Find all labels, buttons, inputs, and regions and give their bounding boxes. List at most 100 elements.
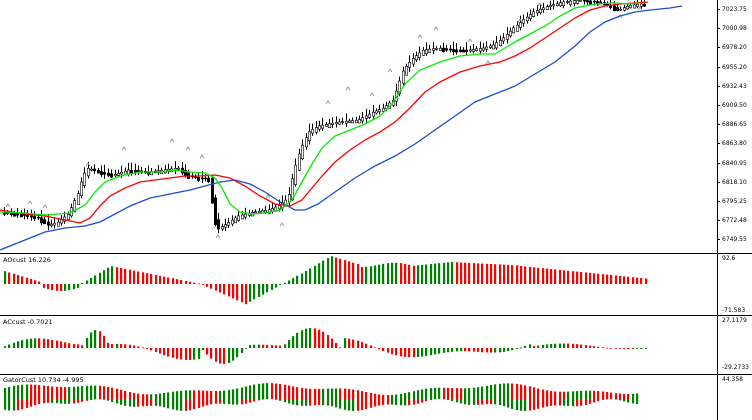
ao-bar xyxy=(305,271,308,284)
ac-bar xyxy=(124,344,127,348)
gator-upper-bar xyxy=(395,394,398,399)
gator-upper-bar xyxy=(77,386,80,399)
price-axis-label: 6772.48 xyxy=(722,217,747,225)
gator-upper-bar xyxy=(503,383,506,399)
ao-bar xyxy=(374,265,377,284)
ac-bar xyxy=(507,348,510,352)
ac-bar xyxy=(610,348,613,349)
candle-body xyxy=(515,24,519,32)
ac-bar xyxy=(275,345,278,348)
ac-bar xyxy=(623,348,626,349)
candle-body xyxy=(471,49,475,52)
candle-body xyxy=(461,49,465,53)
ao-bar xyxy=(365,266,368,284)
ac-bar xyxy=(146,348,149,349)
gator-lower-bar xyxy=(305,399,308,406)
ao-bar xyxy=(17,275,20,284)
gator-lower-bar xyxy=(344,399,347,410)
ao-bar xyxy=(232,284,235,299)
ao-bar xyxy=(137,271,140,284)
ac-bar xyxy=(365,343,368,348)
ac-bar xyxy=(271,345,274,348)
fractal-marker xyxy=(279,222,285,227)
gator-lower-bar xyxy=(499,399,502,406)
ac-bar xyxy=(30,338,33,348)
candle-body xyxy=(307,131,311,142)
ao-bar xyxy=(546,268,549,284)
ac-bar xyxy=(400,348,403,357)
candle-body xyxy=(13,212,17,217)
ac-bar xyxy=(494,348,497,353)
candle-body xyxy=(357,119,361,124)
gator-upper-bar xyxy=(344,388,347,399)
fractal-marker xyxy=(42,204,48,209)
gator-lower-bar xyxy=(335,399,338,408)
fractal-marker xyxy=(517,18,523,23)
ac-bar xyxy=(60,341,63,348)
candle-body xyxy=(354,119,358,124)
ac-bar xyxy=(301,330,304,348)
ac-bar xyxy=(206,348,209,355)
ac-indicator-pane[interactable]: ACcust -0.7021 27.1179 -29.2733 xyxy=(0,316,752,374)
candle-body xyxy=(548,5,552,8)
gator-upper-bar xyxy=(232,389,235,399)
ao-bar xyxy=(90,278,93,284)
gator-lower-bar xyxy=(77,399,80,403)
gator-lower-bar xyxy=(185,399,188,411)
fractal-marker xyxy=(387,68,393,73)
candle-body xyxy=(360,117,364,122)
ao-bar xyxy=(542,268,545,284)
candle-body xyxy=(401,70,405,84)
candle-body xyxy=(310,129,314,134)
fractal-marker xyxy=(121,146,127,151)
gator-upper-bar xyxy=(103,386,106,399)
gator-upper-bar xyxy=(610,392,613,399)
candle-body xyxy=(237,215,241,221)
ao-bar xyxy=(357,263,360,284)
candle-body xyxy=(511,27,515,34)
gator-lower-bar xyxy=(38,399,41,404)
ac-bar xyxy=(567,343,570,348)
gator-upper-bar xyxy=(550,391,553,399)
ao-bar xyxy=(550,269,553,284)
gator-upper-bar xyxy=(473,387,476,399)
ac-bar xyxy=(550,344,553,348)
ac-bar xyxy=(245,348,248,349)
ao-axis-bottom: -71.583 xyxy=(722,307,746,314)
ac-bar xyxy=(597,346,600,348)
gator-lower-bar xyxy=(464,399,467,405)
price-chart-pane[interactable] xyxy=(0,0,752,253)
ao-indicator-pane[interactable]: AOcust 16.226 92.6 -71.583 xyxy=(0,254,752,316)
ao-bar xyxy=(499,264,502,284)
ao-bar xyxy=(107,267,110,284)
gator-indicator-pane[interactable]: GatorCust 10.734 -4.995 44.358 xyxy=(0,375,752,420)
candle-body xyxy=(541,7,545,11)
gator-upper-bar xyxy=(537,388,540,399)
ao-bar xyxy=(86,280,89,284)
gator-lower-bar xyxy=(357,399,360,411)
ao-bar xyxy=(425,264,428,284)
ac-bar xyxy=(464,348,467,352)
ac-bar xyxy=(288,340,291,348)
ao-bar xyxy=(400,263,403,284)
ac-bar xyxy=(296,332,299,348)
ao-histogram-svg xyxy=(4,256,648,305)
gator-upper-bar xyxy=(443,387,446,399)
ac-bar xyxy=(185,348,188,360)
gator-upper-bar xyxy=(576,391,579,399)
gator-lower-bar xyxy=(331,399,334,407)
gator-lower-bar xyxy=(167,399,170,409)
candle-body xyxy=(90,168,94,171)
gator-upper-bar xyxy=(464,388,467,399)
ac-bar xyxy=(425,348,428,356)
ac-bar xyxy=(486,348,489,353)
gator-upper-bar xyxy=(430,388,433,399)
ac-bar xyxy=(322,331,325,348)
ac-axis-top: 27.1179 xyxy=(722,317,747,324)
ac-bar xyxy=(417,348,420,358)
ac-bar xyxy=(374,347,377,349)
gator-lower-bar xyxy=(163,399,166,408)
candle-body xyxy=(39,217,43,224)
gator-upper-bar xyxy=(198,390,201,399)
gator-upper-bar xyxy=(404,393,407,399)
